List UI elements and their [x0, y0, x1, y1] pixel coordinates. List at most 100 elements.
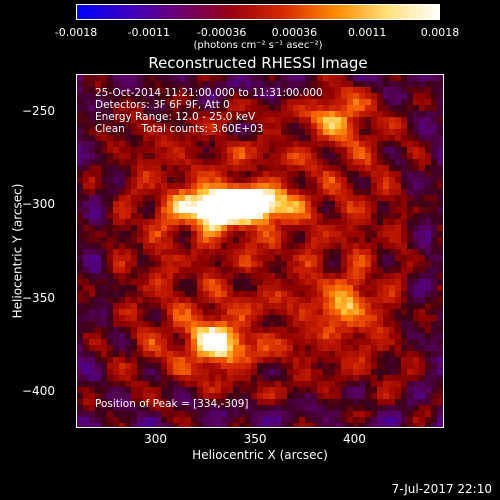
heatmap-cell: [347, 87, 353, 93]
heatmap-cell: [329, 393, 335, 399]
heatmap-cell: [407, 351, 413, 357]
heatmap-cell: [371, 273, 377, 279]
heatmap-cell: [299, 213, 305, 219]
heatmap-cell: [311, 321, 317, 327]
heatmap-cell: [131, 327, 137, 333]
heatmap-cell: [317, 375, 323, 381]
heatmap-cell: [203, 111, 209, 117]
heatmap-cell: [233, 75, 239, 81]
heatmap-cell: [395, 117, 401, 123]
heatmap-cell: [287, 369, 293, 375]
heatmap-cell: [89, 375, 95, 381]
heatmap-cell: [89, 285, 95, 291]
heatmap-cell: [269, 321, 275, 327]
heatmap-cell: [101, 159, 107, 165]
heatmap-cell: [377, 117, 383, 123]
heatmap-cell: [77, 327, 83, 333]
heatmap-cell: [203, 387, 209, 393]
heatmap-cell: [155, 219, 161, 225]
heatmap-cell: [431, 171, 437, 177]
heatmap-cell: [353, 273, 359, 279]
heatmap-cell: [161, 417, 167, 423]
heatmap-cell: [371, 285, 377, 291]
heatmap-cell: [113, 285, 119, 291]
heatmap-cell: [137, 399, 143, 405]
heatmap-cell: [137, 171, 143, 177]
heatmap-cell: [203, 255, 209, 261]
heatmap-image: [77, 75, 443, 427]
heatmap-cell: [329, 249, 335, 255]
heatmap-cell: [299, 423, 305, 427]
heatmap-cell: [437, 153, 443, 159]
heatmap-cell: [125, 375, 131, 381]
heatmap-cell: [311, 117, 317, 123]
heatmap-cell: [377, 363, 383, 369]
heatmap-cell: [359, 405, 365, 411]
heatmap-cell: [143, 369, 149, 375]
heatmap-cell: [185, 135, 191, 141]
heatmap-cell: [221, 321, 227, 327]
heatmap-cell: [227, 261, 233, 267]
heatmap-cell: [419, 363, 425, 369]
heatmap-cell: [173, 345, 179, 351]
heatmap-cell: [275, 279, 281, 285]
heatmap-cell: [389, 243, 395, 249]
heatmap-cell: [119, 111, 125, 117]
heatmap-cell: [311, 375, 317, 381]
heatmap-cell: [359, 219, 365, 225]
heatmap-cell: [245, 423, 251, 427]
heatmap-cell: [221, 423, 227, 427]
heatmap-cell: [185, 387, 191, 393]
heatmap-cell: [167, 423, 173, 427]
heatmap-cell: [77, 147, 83, 153]
heatmap-cell: [215, 315, 221, 321]
heatmap-cell: [359, 411, 365, 417]
heatmap-cell: [293, 177, 299, 183]
heatmap-cell: [401, 363, 407, 369]
heatmap-cell: [203, 423, 209, 427]
heatmap-cell: [311, 183, 317, 189]
heatmap-cell: [83, 243, 89, 249]
heatmap-cell: [101, 189, 107, 195]
heatmap-cell: [251, 399, 257, 405]
heatmap-cell: [413, 201, 419, 207]
heatmap-cell: [251, 321, 257, 327]
heatmap-cell: [245, 243, 251, 249]
heatmap-cell: [323, 93, 329, 99]
heatmap-cell: [83, 201, 89, 207]
heatmap-cell: [419, 261, 425, 267]
heatmap-cell: [275, 417, 281, 423]
heatmap-cell: [353, 183, 359, 189]
heatmap-cell: [167, 351, 173, 357]
heatmap-cell: [305, 357, 311, 363]
heatmap-cell: [161, 93, 167, 99]
heatmap-cell: [383, 219, 389, 225]
heatmap-cell: [185, 183, 191, 189]
heatmap-cell: [221, 189, 227, 195]
heatmap-cell: [281, 279, 287, 285]
heatmap-cell: [263, 201, 269, 207]
heatmap-cell: [299, 123, 305, 129]
heatmap-cell: [155, 147, 161, 153]
heatmap-cell: [425, 129, 431, 135]
heatmap-cell: [155, 165, 161, 171]
heatmap-cell: [221, 129, 227, 135]
heatmap-cell: [269, 141, 275, 147]
heatmap-cell: [413, 243, 419, 249]
heatmap-cell: [209, 87, 215, 93]
heatmap-cell: [341, 291, 347, 297]
heatmap-cell: [269, 309, 275, 315]
heatmap-cell: [359, 171, 365, 177]
heatmap-cell: [395, 189, 401, 195]
heatmap-cell: [389, 399, 395, 405]
heatmap-cell: [395, 345, 401, 351]
heatmap-cell: [95, 321, 101, 327]
heatmap-cell: [155, 399, 161, 405]
heatmap-cell: [245, 207, 251, 213]
heatmap-cell: [179, 159, 185, 165]
heatmap-cell: [269, 153, 275, 159]
heatmap-cell: [185, 129, 191, 135]
heatmap-cell: [167, 363, 173, 369]
heatmap-cell: [287, 237, 293, 243]
heatmap-cell: [419, 177, 425, 183]
